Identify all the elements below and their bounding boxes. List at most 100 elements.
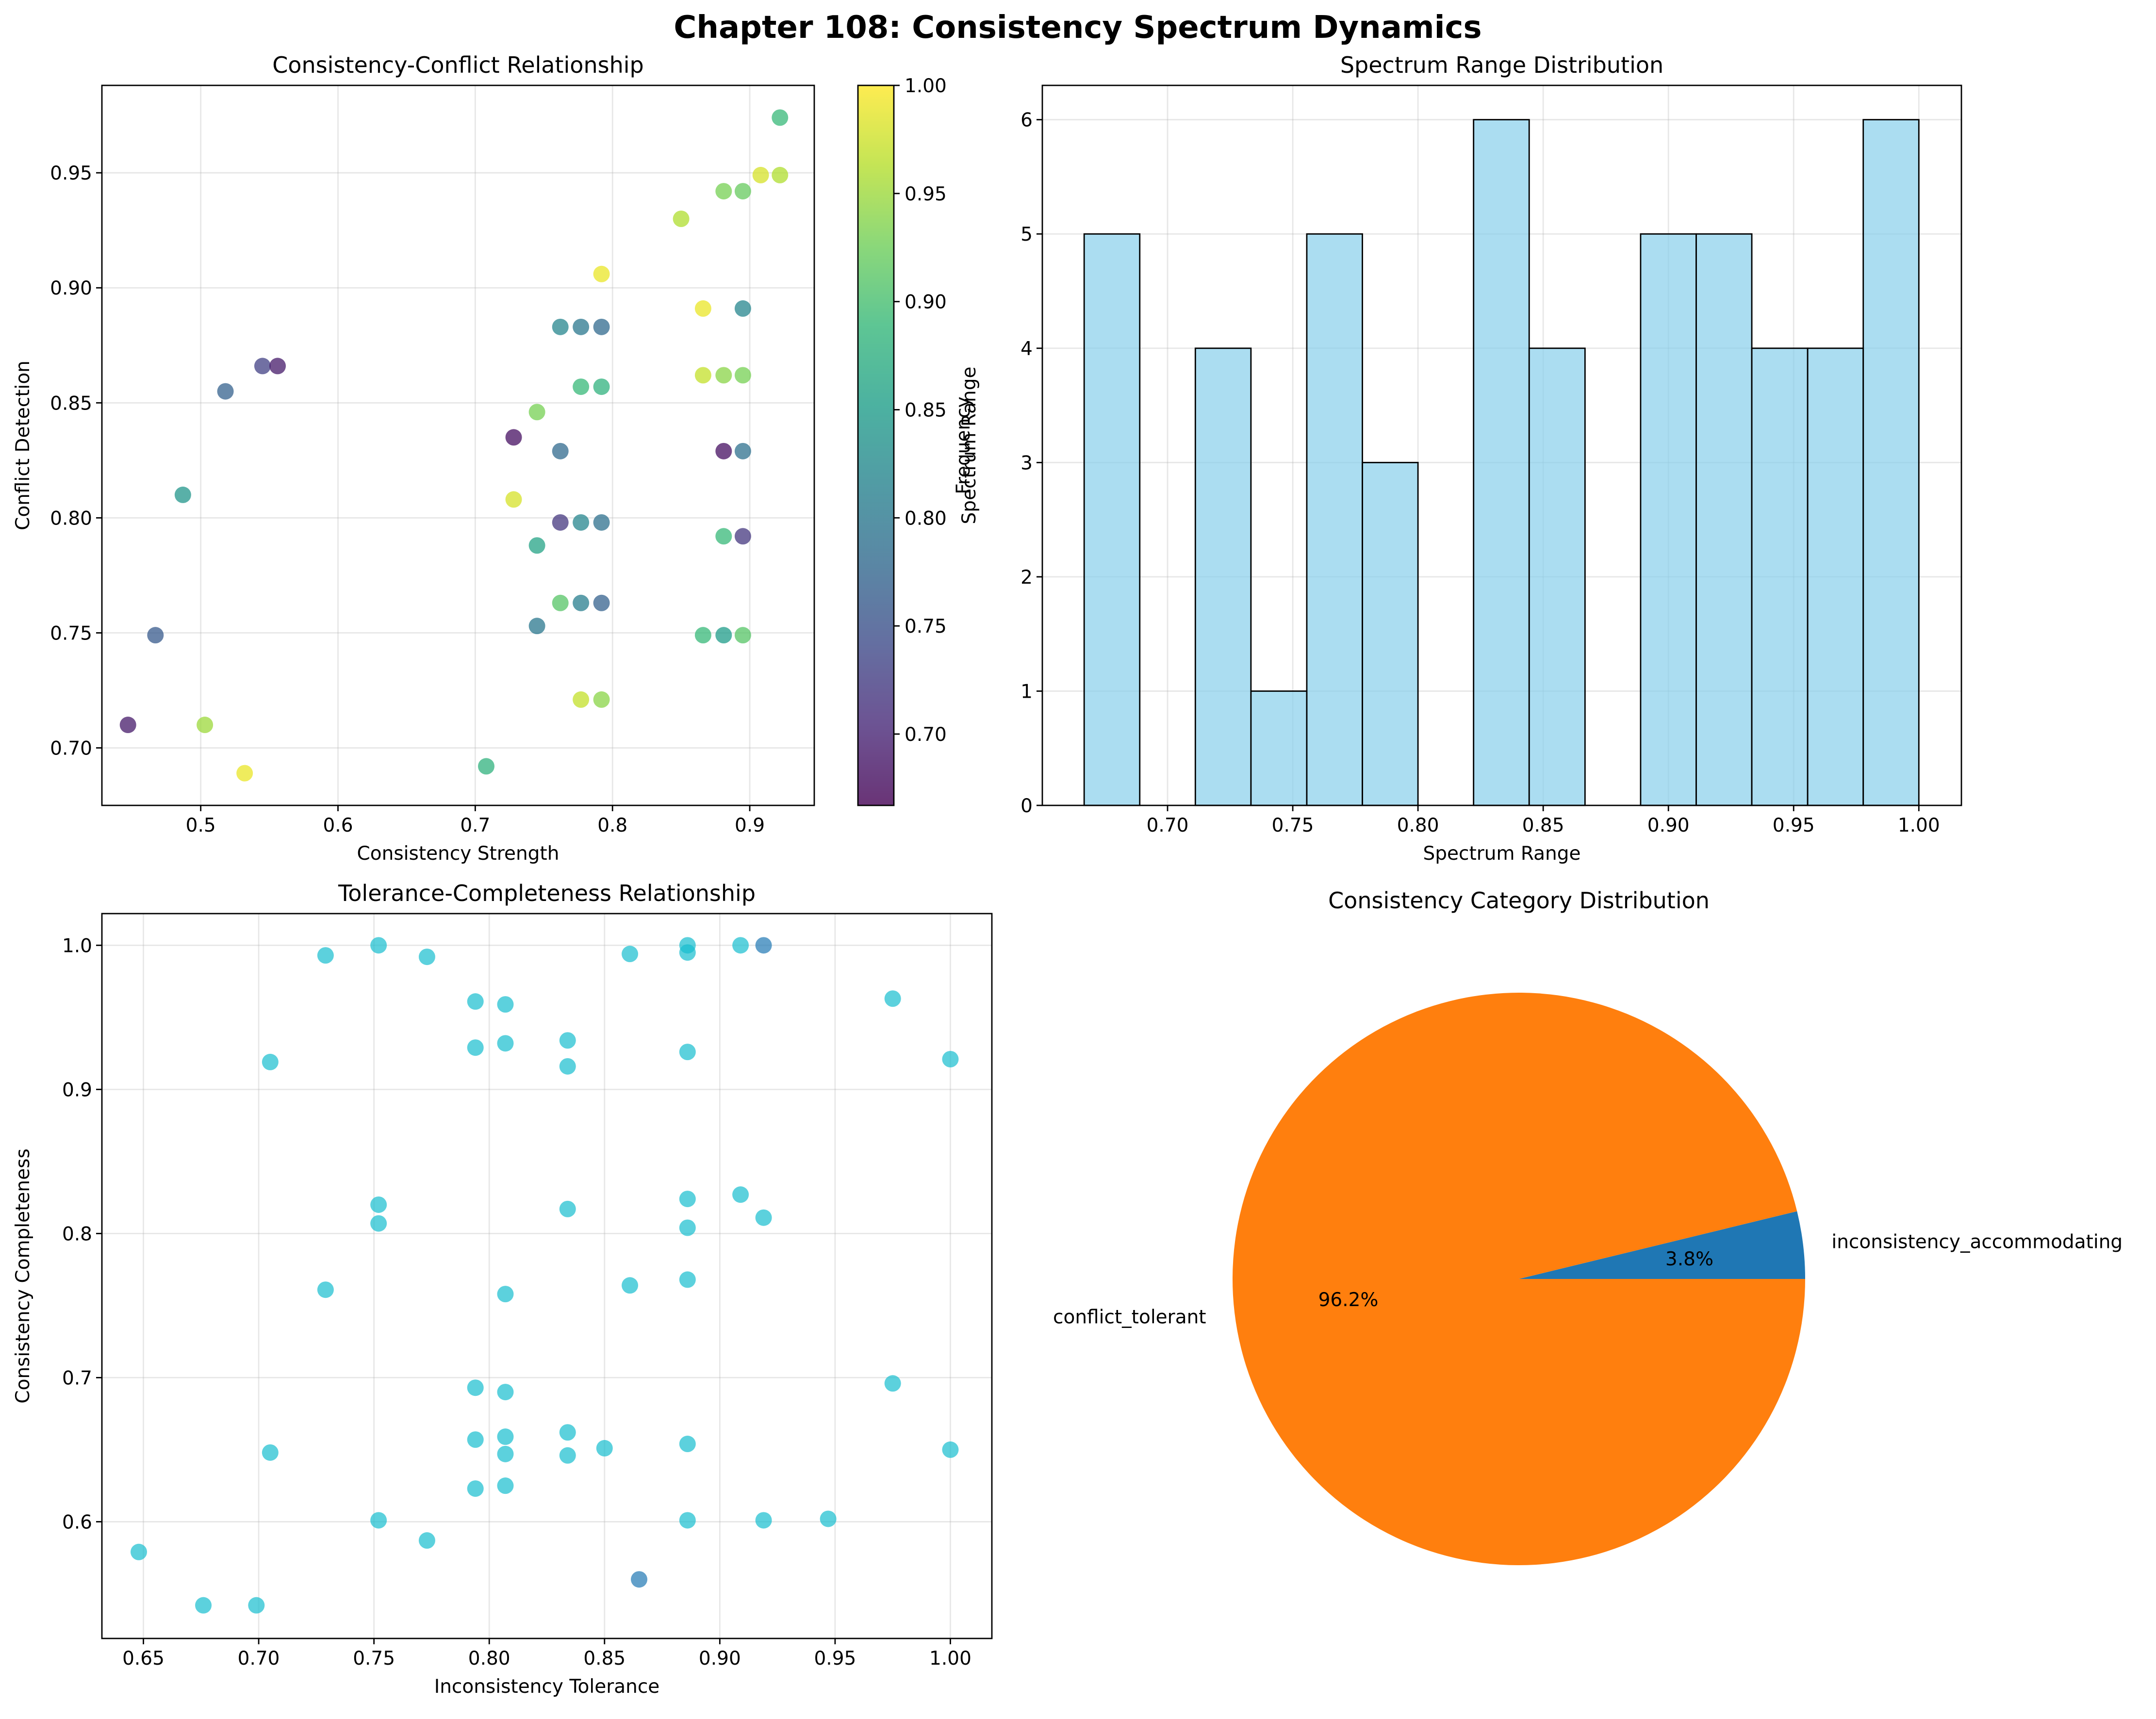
scatter-point xyxy=(236,765,253,782)
scatter-point xyxy=(694,367,711,384)
scatter-point xyxy=(559,1424,576,1441)
y-tick-label: 0 xyxy=(1020,795,1033,817)
histogram-bar xyxy=(1640,233,1697,806)
colorbar-label: Spectrum Range xyxy=(958,367,980,524)
y-tick-label: 0.75 xyxy=(50,622,92,644)
scatter-point xyxy=(679,1512,696,1529)
scatter-point xyxy=(552,318,569,335)
scatter-point xyxy=(593,691,610,708)
scatter-point xyxy=(559,1058,576,1075)
scatter-point xyxy=(593,594,610,611)
axes-frame xyxy=(101,84,815,806)
colorbar-tick-label: 0.90 xyxy=(905,292,947,313)
x-tick-label: 0.9 xyxy=(735,815,765,836)
x-tick-label: 0.95 xyxy=(814,1648,856,1670)
scatter-point xyxy=(197,717,214,734)
scatter-point xyxy=(559,1447,576,1464)
scatter-point xyxy=(694,627,711,644)
x-tick-label: 0.80 xyxy=(468,1648,510,1670)
scatter-point xyxy=(528,618,545,635)
y-tick-label: 0.90 xyxy=(50,278,92,299)
x-tick-label: 0.90 xyxy=(1647,815,1690,836)
scatter-point xyxy=(505,491,522,508)
pie-percent-label: 96.2% xyxy=(1318,1289,1379,1311)
histogram-bar xyxy=(1194,347,1252,806)
histogram-bar xyxy=(1695,233,1753,806)
scatter-point xyxy=(573,378,590,395)
x-tick-label: 1.00 xyxy=(929,1648,971,1670)
scatter-point xyxy=(254,358,271,375)
axes-frame xyxy=(1041,84,1962,806)
scatter-point xyxy=(573,318,590,335)
scatter-point xyxy=(884,1375,901,1392)
scatter-point xyxy=(174,486,191,503)
panel-title: Tolerance-Completeness Relationship xyxy=(338,880,756,906)
colorbar-tick-label: 0.70 xyxy=(905,724,947,746)
scatter-point xyxy=(418,1532,435,1549)
scatter-point xyxy=(694,300,711,317)
y-tick-label: 3 xyxy=(1020,452,1033,474)
x-tick-label: 0.85 xyxy=(1522,815,1564,836)
scatter-point xyxy=(734,183,751,200)
scatter-point xyxy=(528,404,545,421)
pie-panel-category-distribution: Consistency Category Distribution inconsi… xyxy=(1053,887,2123,1566)
colorbar: 0.70 0.75 0.80 0.85 0.90 0.95 1.00 Spectrum Ran… xyxy=(857,75,980,806)
x-axis-label: Spectrum Range xyxy=(1423,843,1581,865)
scatter-point xyxy=(505,429,522,446)
scatter-panel-tolerance-completeness: 0.65 0.70 0.75 0.80 0.85 0.90 0.95 1.00 0.6 0.7 0.… xyxy=(12,880,993,1698)
scatter-point xyxy=(755,1209,772,1226)
scatter-point xyxy=(370,1196,387,1213)
colorbar-tick-label: 0.95 xyxy=(905,183,947,205)
scatter-point xyxy=(679,1436,696,1453)
x-tick-label: 0.90 xyxy=(699,1648,741,1670)
pie-slice xyxy=(1233,993,1805,1566)
x-tick-label: 0.85 xyxy=(583,1648,625,1670)
x-tick-label: 0.75 xyxy=(1272,815,1314,836)
colorbar-tick-label: 0.80 xyxy=(905,508,947,529)
panel-title: Consistency-Conflict Relationship xyxy=(272,52,643,78)
x-tick-label: 1.00 xyxy=(1898,815,1940,836)
y-tick-label: 0.9 xyxy=(62,1079,92,1101)
scatter-point xyxy=(528,537,545,554)
scatter-point xyxy=(248,1597,265,1614)
x-tick-label: 0.7 xyxy=(460,815,490,836)
y-axis-label: Consistency Completeness xyxy=(12,1148,34,1404)
y-axis-label: Conflict Detection xyxy=(12,360,34,530)
scatter-point xyxy=(217,383,234,400)
x-tick-label: 0.8 xyxy=(597,815,627,836)
scatter-point xyxy=(755,937,772,954)
y-tick-label: 4 xyxy=(1020,338,1033,360)
scatter-point xyxy=(820,1510,837,1527)
x-axis-label: Consistency Strength xyxy=(357,843,560,865)
scatter-point xyxy=(715,528,732,545)
scatter-point xyxy=(497,1384,514,1401)
scatter-point xyxy=(679,1044,696,1061)
scatter-point xyxy=(734,627,751,644)
scatter-point xyxy=(147,627,164,644)
scatter-point xyxy=(317,1281,334,1298)
scatter-point xyxy=(467,993,484,1010)
histogram-bar xyxy=(1807,347,1864,806)
scatter-point xyxy=(497,1286,514,1303)
scatter-point xyxy=(732,937,749,954)
y-tick-label: 5 xyxy=(1020,224,1033,246)
scatter-point xyxy=(734,367,751,384)
histogram-bar xyxy=(1083,233,1141,806)
x-tick-label: 0.75 xyxy=(353,1648,395,1670)
scatter-point xyxy=(119,717,136,734)
scatter-point xyxy=(715,183,732,200)
histogram-bar xyxy=(1250,690,1308,806)
panel-title: Spectrum Range Distribution xyxy=(1340,52,1663,78)
scatter-panel-consistency-conflict: 0.5 0.6 0.7 0.8 0.9 0.70 0.75 0.80 0.85 0.90 0.95 C… xyxy=(12,52,815,865)
scatter-point xyxy=(679,944,696,961)
scatter-point xyxy=(679,1271,696,1288)
scatter-point xyxy=(593,378,610,395)
scatter-point xyxy=(734,528,751,545)
histogram-bar xyxy=(1751,347,1809,806)
scatter-point xyxy=(131,1543,148,1560)
y-tick-label: 0.7 xyxy=(62,1367,92,1389)
x-tick-label: 0.70 xyxy=(1147,815,1189,836)
scatter-point xyxy=(593,318,610,335)
histogram-bar xyxy=(1362,461,1419,806)
scatter-point xyxy=(622,946,639,963)
